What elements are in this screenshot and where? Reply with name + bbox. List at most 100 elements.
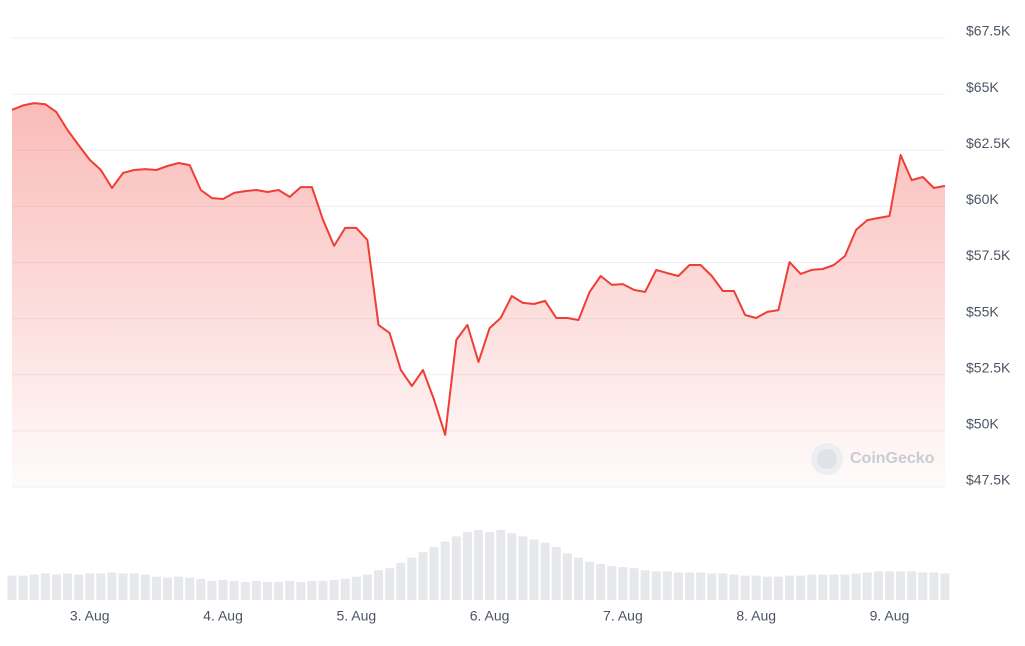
x-tick-label: 9. Aug	[870, 608, 910, 624]
volume-bar	[7, 575, 17, 600]
volume-bar	[862, 572, 872, 600]
volume-bar	[485, 532, 495, 600]
x-tick-label: 8. Aug	[736, 608, 776, 624]
volume-bar	[640, 570, 650, 600]
volume-bar	[407, 557, 417, 600]
volume-bar	[807, 574, 817, 600]
volume-bar	[607, 566, 617, 600]
volume-bar	[729, 574, 739, 600]
volume-bar	[896, 571, 906, 600]
volume-bar	[773, 576, 783, 600]
volume-bar	[662, 571, 672, 600]
volume-bar	[118, 573, 128, 600]
volume-bar	[496, 530, 506, 600]
watermark: CoinGecko	[811, 443, 935, 475]
volume-bar	[251, 580, 261, 600]
volume-bar	[140, 574, 150, 600]
volume-bar	[29, 574, 39, 600]
volume-bar	[740, 575, 750, 600]
y-tick-label: $62.5K	[966, 135, 1011, 151]
volume-bar	[673, 572, 683, 600]
price-line	[11, 102, 946, 436]
volume-bar	[74, 574, 84, 600]
volume-bar	[718, 573, 728, 600]
y-tick-label: $52.5K	[966, 359, 1011, 375]
volume-bar	[129, 573, 139, 600]
volume-bar	[285, 580, 295, 600]
volume-bar	[340, 578, 350, 600]
volume-bar	[374, 570, 384, 600]
volume-bar	[707, 573, 717, 600]
volume-bar	[474, 530, 483, 600]
volume-bar	[829, 574, 839, 600]
volume-bar	[51, 574, 61, 600]
volume-bar	[596, 563, 606, 600]
volume-bar	[329, 579, 339, 600]
volume-bar	[918, 572, 928, 600]
volume-bar	[451, 536, 461, 600]
volume-bar	[262, 581, 272, 600]
volume-bar	[163, 577, 172, 600]
volume-bar	[63, 573, 73, 600]
y-tick-label: $60K	[966, 191, 999, 207]
volume-bar	[174, 576, 184, 600]
y-tick-label: $57.5K	[966, 247, 1011, 263]
volume-bar	[418, 552, 428, 600]
volume-bar	[585, 561, 595, 600]
volume-bar	[873, 571, 883, 600]
volume-bar	[196, 578, 206, 600]
volume-bar	[240, 581, 250, 600]
volume-bar	[85, 573, 95, 600]
y-tick-label: $47.5K	[966, 472, 1011, 488]
volume-bar	[218, 579, 228, 600]
volume-bar	[462, 532, 472, 600]
x-tick-label: 4. Aug	[203, 608, 243, 624]
volume-bar	[796, 575, 806, 600]
volume-bar	[818, 574, 828, 600]
volume-bar	[507, 533, 517, 600]
volume-bar	[362, 574, 372, 600]
volume-bar	[40, 573, 50, 600]
volume-bar	[751, 575, 761, 600]
volume-bar	[151, 576, 161, 600]
volume-bar	[229, 580, 239, 600]
y-tick-label: $67.5K	[966, 23, 1011, 39]
volume-bar	[696, 572, 706, 600]
volume-bar	[440, 541, 450, 600]
volume-bar	[685, 572, 695, 600]
volume-bar	[518, 536, 528, 600]
volume-bar	[318, 580, 328, 600]
volume-bar	[562, 553, 572, 600]
volume-bar	[851, 573, 861, 600]
volume-bar	[573, 557, 583, 600]
volume-bar	[107, 572, 117, 600]
volume-bar	[618, 567, 628, 600]
y-tick-label: $55K	[966, 303, 999, 319]
watermark-text: CoinGecko	[850, 450, 935, 467]
volume-bar	[840, 574, 850, 600]
x-tick-label: 6. Aug	[470, 608, 510, 624]
volume-bar	[185, 577, 195, 600]
volume-bar	[762, 576, 772, 600]
volume-bar	[929, 572, 939, 600]
volume-bar	[385, 568, 395, 600]
volume-bar	[551, 546, 561, 600]
volume-bar	[884, 571, 894, 600]
volume-bar	[207, 580, 217, 600]
x-tick-label: 7. Aug	[603, 608, 643, 624]
volume-bar	[96, 573, 106, 600]
volume-bar	[429, 546, 439, 600]
volume-bar	[296, 581, 306, 600]
volume-bar	[907, 571, 917, 600]
volume-bar	[18, 575, 28, 600]
volume-bar	[785, 575, 794, 600]
y-tick-label: $50K	[966, 416, 999, 432]
volume-bar	[351, 576, 361, 600]
volume-bar	[940, 573, 950, 600]
volume-bar	[307, 580, 317, 600]
volume-bar	[274, 581, 284, 600]
x-tick-label: 3. Aug	[70, 608, 110, 624]
volume-bar	[396, 562, 406, 600]
volume-bar	[540, 542, 550, 600]
